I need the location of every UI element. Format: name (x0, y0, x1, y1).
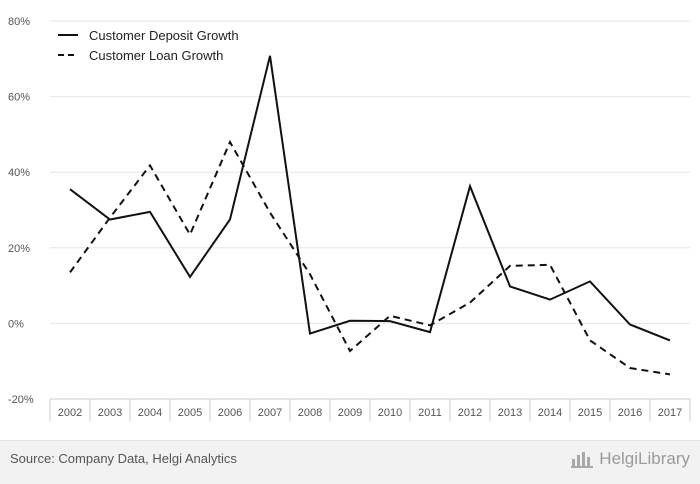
x-tick-label: 2014 (538, 407, 562, 419)
x-tick-label: 2011 (418, 407, 442, 419)
brand-name: HelgiLibrary (599, 449, 690, 468)
y-axis-ticks: -20% 0% 20% 40% 60% 80% (8, 16, 34, 406)
x-tick-label: 2004 (138, 407, 162, 419)
x-tick-label: 2005 (178, 407, 202, 419)
brand-logo[interactable]: HelgiLibrary (571, 449, 690, 469)
x-tick-label: 2009 (338, 407, 362, 419)
x-tick-label: 2007 (258, 407, 282, 419)
grid-lines (50, 20, 690, 324)
x-tick-label: 2013 (498, 407, 522, 419)
x-tick-label: 2015 (578, 407, 602, 419)
y-tick-label: 20% (8, 243, 30, 255)
legend-label[interactable]: Customer Deposit Growth (89, 28, 239, 43)
series-lines (69, 55, 671, 376)
series-line-loan-growth (69, 139, 671, 376)
x-tick-label: 2017 (658, 407, 682, 419)
y-tick-label: 60% (8, 92, 30, 104)
y-tick-label: 0% (8, 318, 24, 330)
footer: Source: Company Data, Helgi Analytics He… (0, 440, 700, 484)
line-chart: -20%0%20%40%60%80% 2002 2003 2004 2005 2006 2… (8, 16, 691, 421)
legend: Customer Deposit Growth Customer Loan Gro… (58, 28, 239, 63)
y-tick-label: 80% (8, 16, 30, 28)
library-icon (571, 452, 594, 468)
x-tick-label: 2008 (298, 407, 322, 419)
series-line-deposit-growth (69, 55, 671, 342)
y-tick-label: 40% (8, 167, 30, 179)
x-tick-label: 2006 (218, 407, 242, 419)
x-axis: 2002 2003 2004 2005 2006 2007 2008 2009 2010 2011… (49, 398, 691, 421)
x-tick-label: 2002 (58, 407, 82, 419)
legend-label[interactable]: Customer Loan Growth (89, 48, 223, 63)
x-tick-label: 2016 (618, 407, 642, 419)
x-tick-label: 2010 (378, 407, 402, 419)
y-tick-label: -20% (8, 394, 34, 406)
x-tick-label: 2012 (458, 407, 482, 419)
source-note: Source: Company Data, Helgi Analytics (10, 451, 237, 466)
x-tick-label: 2003 (98, 407, 122, 419)
